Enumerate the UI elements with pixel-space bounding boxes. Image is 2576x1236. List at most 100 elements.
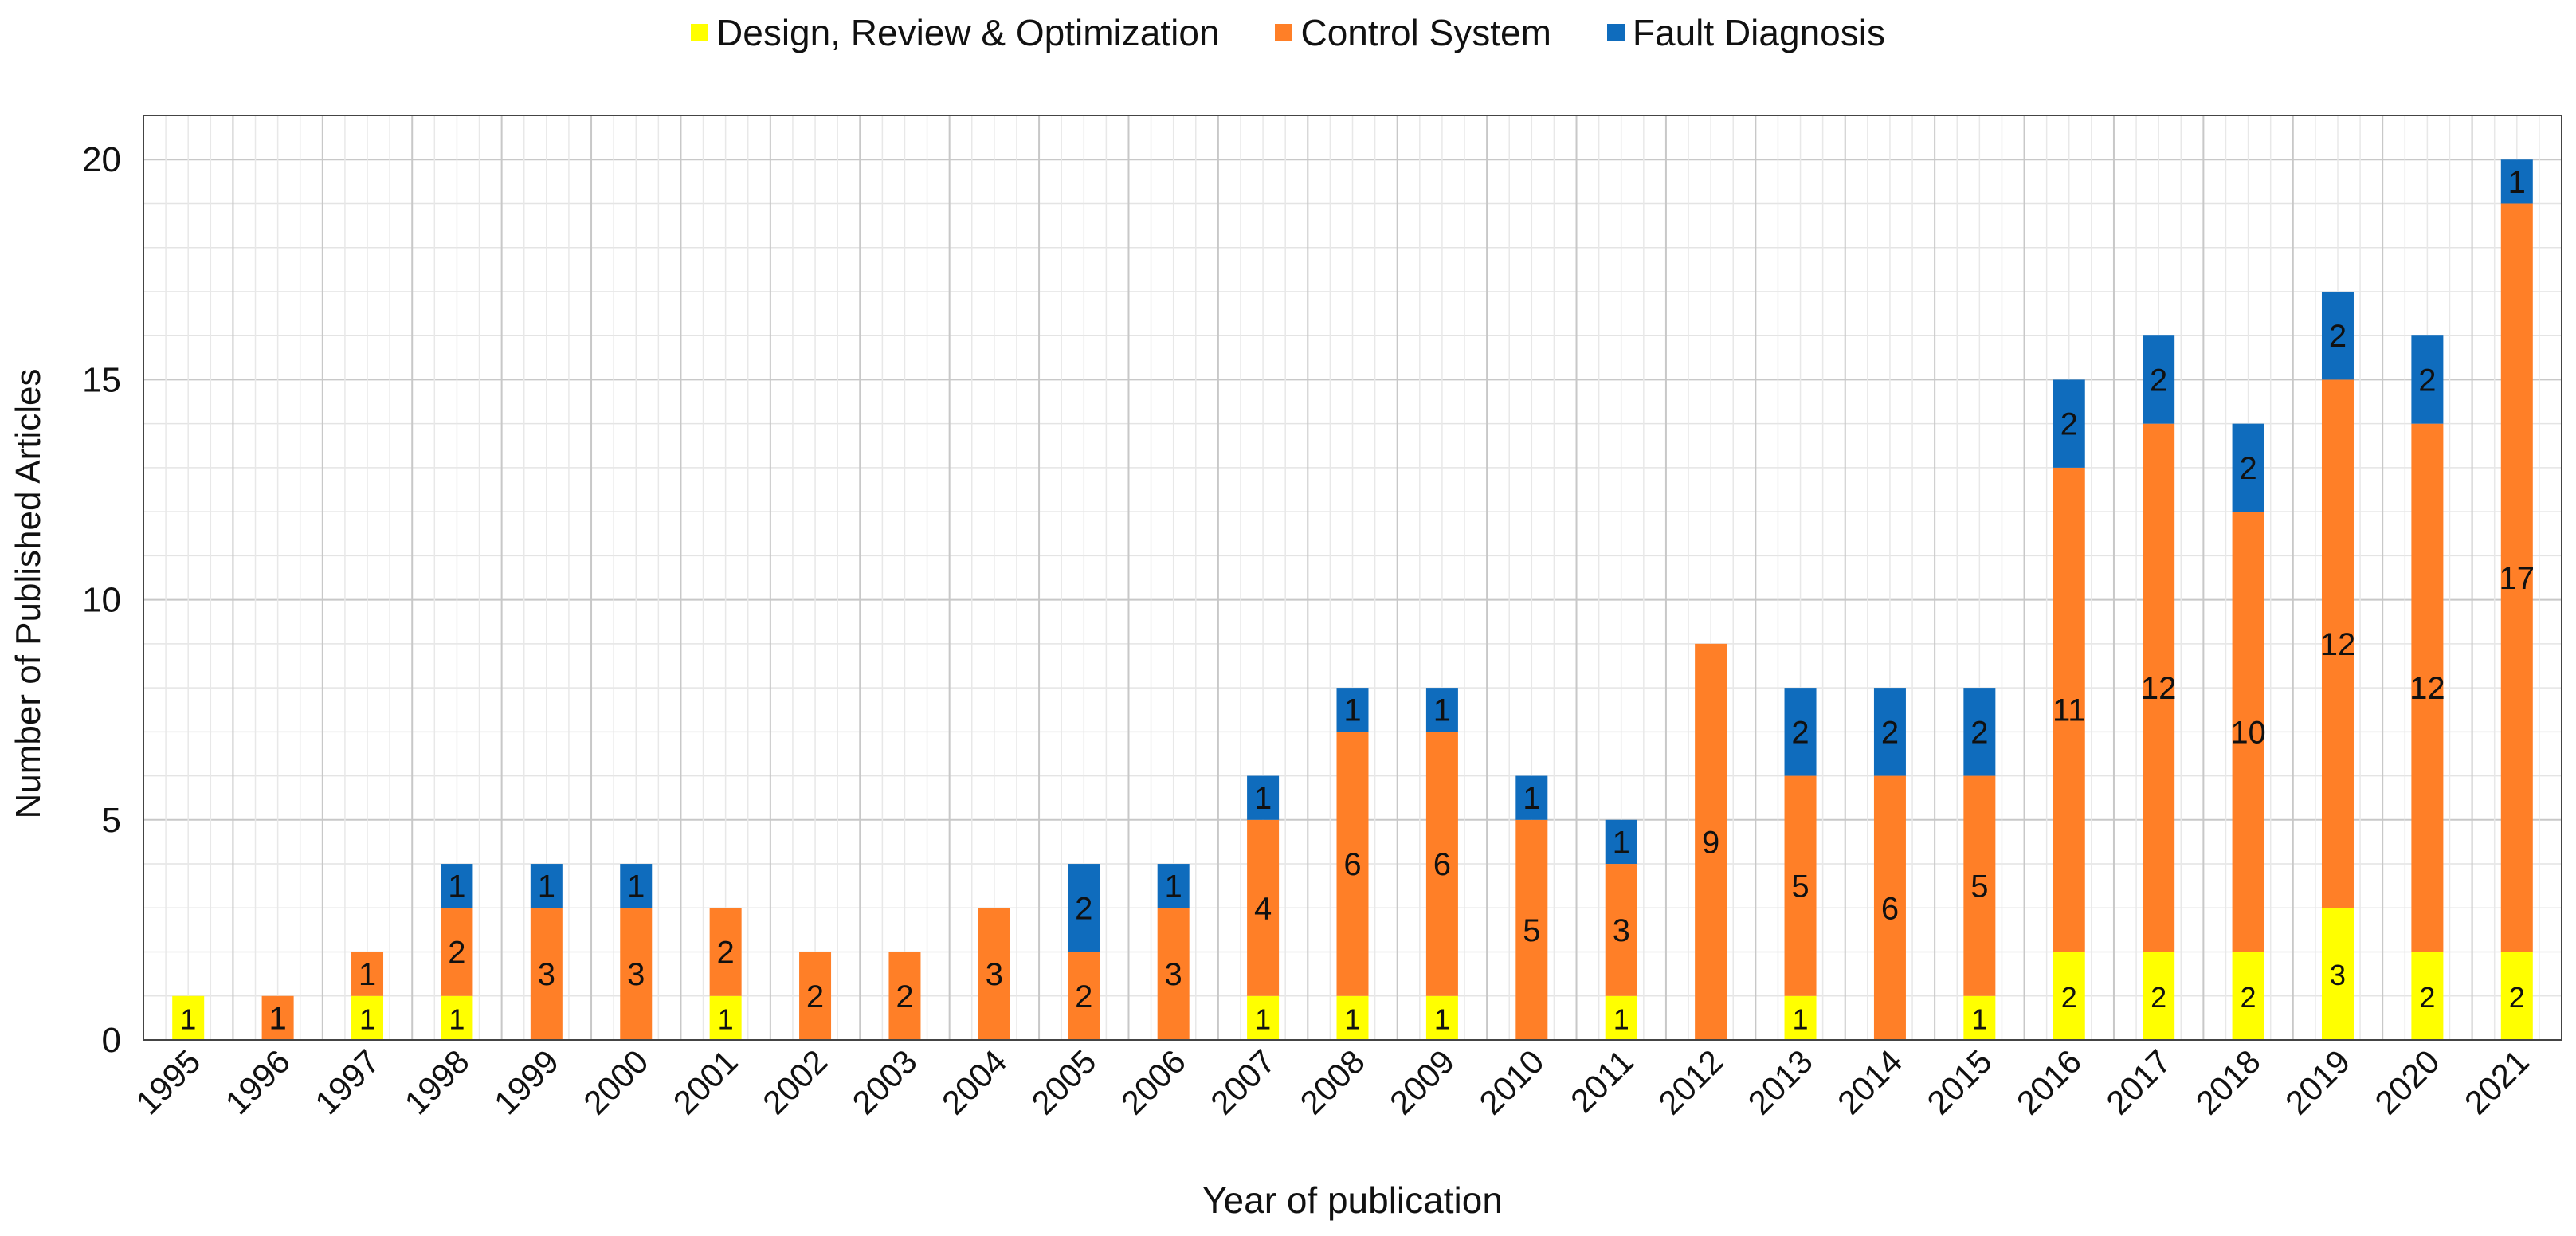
data-label-control-2007: 4 — [1254, 891, 1272, 926]
bar-fault-2005 — [1068, 864, 1100, 952]
bar-fault-1999 — [530, 864, 563, 908]
bar-fault-1998 — [441, 864, 473, 908]
y-tick-labels: 0 5 10 15 20 — [82, 140, 121, 1060]
bar-fault-2008 — [1336, 688, 1369, 732]
data-label-control-1998: 2 — [448, 936, 465, 971]
bar-control-2006 — [1157, 908, 1190, 1040]
x-tick-label: 2017 — [2099, 1042, 2178, 1121]
data-label-control-2008: 6 — [1343, 847, 1361, 882]
bar-control-2012 — [1695, 643, 1727, 1040]
x-tick-label: 2000 — [576, 1042, 655, 1121]
plot-frame — [143, 115, 2562, 1041]
legend-label-fault: Fault Diagnosis — [1632, 12, 1885, 53]
data-label-fault-2019: 2 — [2329, 319, 2347, 354]
bar-control-2000 — [620, 908, 653, 1040]
x-tick-label: 2001 — [666, 1042, 745, 1121]
data-label-fault-1998: 1 — [448, 869, 465, 904]
bar-fault-2016 — [2053, 379, 2085, 468]
data-label-design-2011: 1 — [1613, 1003, 1629, 1035]
bar-control-2018 — [2232, 512, 2264, 952]
data-label-design-2015: 1 — [1971, 1003, 1987, 1035]
bar-design-2018 — [2232, 952, 2264, 1040]
data-label-fault-2018: 2 — [2239, 451, 2256, 486]
x-tick-label: 2018 — [2189, 1042, 2268, 1121]
data-label-control-2003: 2 — [896, 979, 913, 1014]
bar-fault-2007 — [1247, 775, 1280, 820]
bar-control-2010 — [1515, 819, 1548, 1040]
bar-fault-2017 — [2143, 335, 2175, 424]
bar-design-2011 — [1605, 995, 1637, 1040]
data-label-design-2013: 1 — [1793, 1003, 1809, 1035]
bar-control-2020 — [2411, 423, 2444, 952]
x-tick-label: 2002 — [755, 1042, 834, 1121]
bar-design-2009 — [1425, 995, 1458, 1040]
bar-control-2002 — [799, 952, 832, 1040]
data-label-control-2009: 6 — [1433, 847, 1451, 882]
x-tick-label: 1997 — [308, 1042, 386, 1121]
bar-design-2021 — [2500, 952, 2533, 1040]
bar-control-2013 — [1784, 775, 1817, 996]
x-tick-label: 2011 — [1563, 1042, 1641, 1120]
bar-control-1996 — [261, 995, 294, 1040]
bar-control-1997 — [351, 952, 384, 996]
data-label-design-1997: 1 — [359, 1003, 375, 1035]
x-tick-label: 2010 — [1472, 1042, 1551, 1121]
bar-control-2009 — [1425, 732, 1458, 996]
data-label-fault-2016: 2 — [2060, 407, 2078, 442]
data-label-design-2021: 2 — [2509, 981, 2525, 1014]
data-label-control-2013: 5 — [1791, 869, 1809, 904]
y-tick-label: 0 — [102, 1021, 121, 1060]
data-label-fault-2007: 1 — [1254, 781, 1272, 816]
data-label-design-2008: 1 — [1344, 1003, 1360, 1035]
bar-fault-2011 — [1605, 819, 1637, 865]
legend-swatch-fault — [1606, 24, 1625, 41]
data-label-fault-2000: 1 — [627, 869, 645, 904]
data-label-control-2005: 2 — [1075, 979, 1092, 1014]
x-tick-label: 1999 — [487, 1042, 566, 1121]
x-tick-label: 2015 — [1919, 1042, 1998, 1121]
bar-fault-2019 — [2321, 291, 2354, 380]
data-label-fault-2017: 2 — [2150, 363, 2167, 398]
x-tick-labels: 1995 1996 1997 1998 1999 2000 2001 2002 2003 2004… — [128, 1042, 2536, 1121]
x-tick-label: 2014 — [1830, 1042, 1909, 1121]
bar-fault-2021 — [2500, 159, 2533, 204]
data-label-design-1998: 1 — [449, 1003, 465, 1035]
bar-fault-2010 — [1515, 775, 1548, 820]
bar-fault-2000 — [620, 864, 653, 908]
data-label-control-2000: 3 — [627, 957, 645, 992]
x-tick-label: 2016 — [2009, 1042, 2088, 1121]
y-axis-title: Number of Published Articles — [9, 369, 48, 819]
data-label-fault-2010: 1 — [1523, 781, 1540, 816]
data-label-control-1997: 1 — [359, 957, 376, 992]
bar-control-2014 — [1873, 775, 1906, 1040]
data-label-control-2006: 3 — [1165, 957, 1182, 992]
data-label-control-2021: 17 — [2500, 561, 2535, 596]
y-tick-label: 20 — [82, 140, 121, 179]
legend-swatch-design — [691, 24, 709, 41]
legend-item-fault: Fault Diagnosis — [1606, 11, 1885, 54]
x-tick-label: 2006 — [1114, 1042, 1193, 1121]
bar-control-2021 — [2500, 203, 2533, 952]
data-label-fault-2008: 1 — [1343, 693, 1361, 728]
data-label-fault-2006: 1 — [1165, 869, 1182, 904]
data-label-design-2009: 1 — [1434, 1003, 1450, 1035]
data-label-control-2011: 3 — [1613, 913, 1630, 948]
bar-design-2007 — [1247, 995, 1280, 1040]
bar-design-2019 — [2321, 908, 2354, 1040]
bar-design-2017 — [2143, 952, 2175, 1040]
bar-control-2011 — [1605, 864, 1637, 996]
bar-control-2007 — [1247, 819, 1280, 996]
bar-design-2001 — [709, 995, 742, 1040]
bar-control-2008 — [1336, 732, 1369, 996]
bar-fault-2018 — [2232, 423, 2264, 512]
bar-control-2005 — [1068, 952, 1100, 1040]
data-label-control-2014: 6 — [1881, 891, 1899, 926]
legend-item-design: Design, Review & Optimization — [691, 11, 1219, 54]
data-label-fault-2015: 2 — [1970, 715, 1988, 750]
data-label-design-2017: 2 — [2151, 981, 2166, 1014]
bar-design-1997 — [351, 995, 384, 1040]
bar-fault-2013 — [1784, 688, 1817, 776]
legend-item-control: Control System — [1275, 11, 1551, 54]
bar-control-2016 — [2053, 467, 2085, 952]
